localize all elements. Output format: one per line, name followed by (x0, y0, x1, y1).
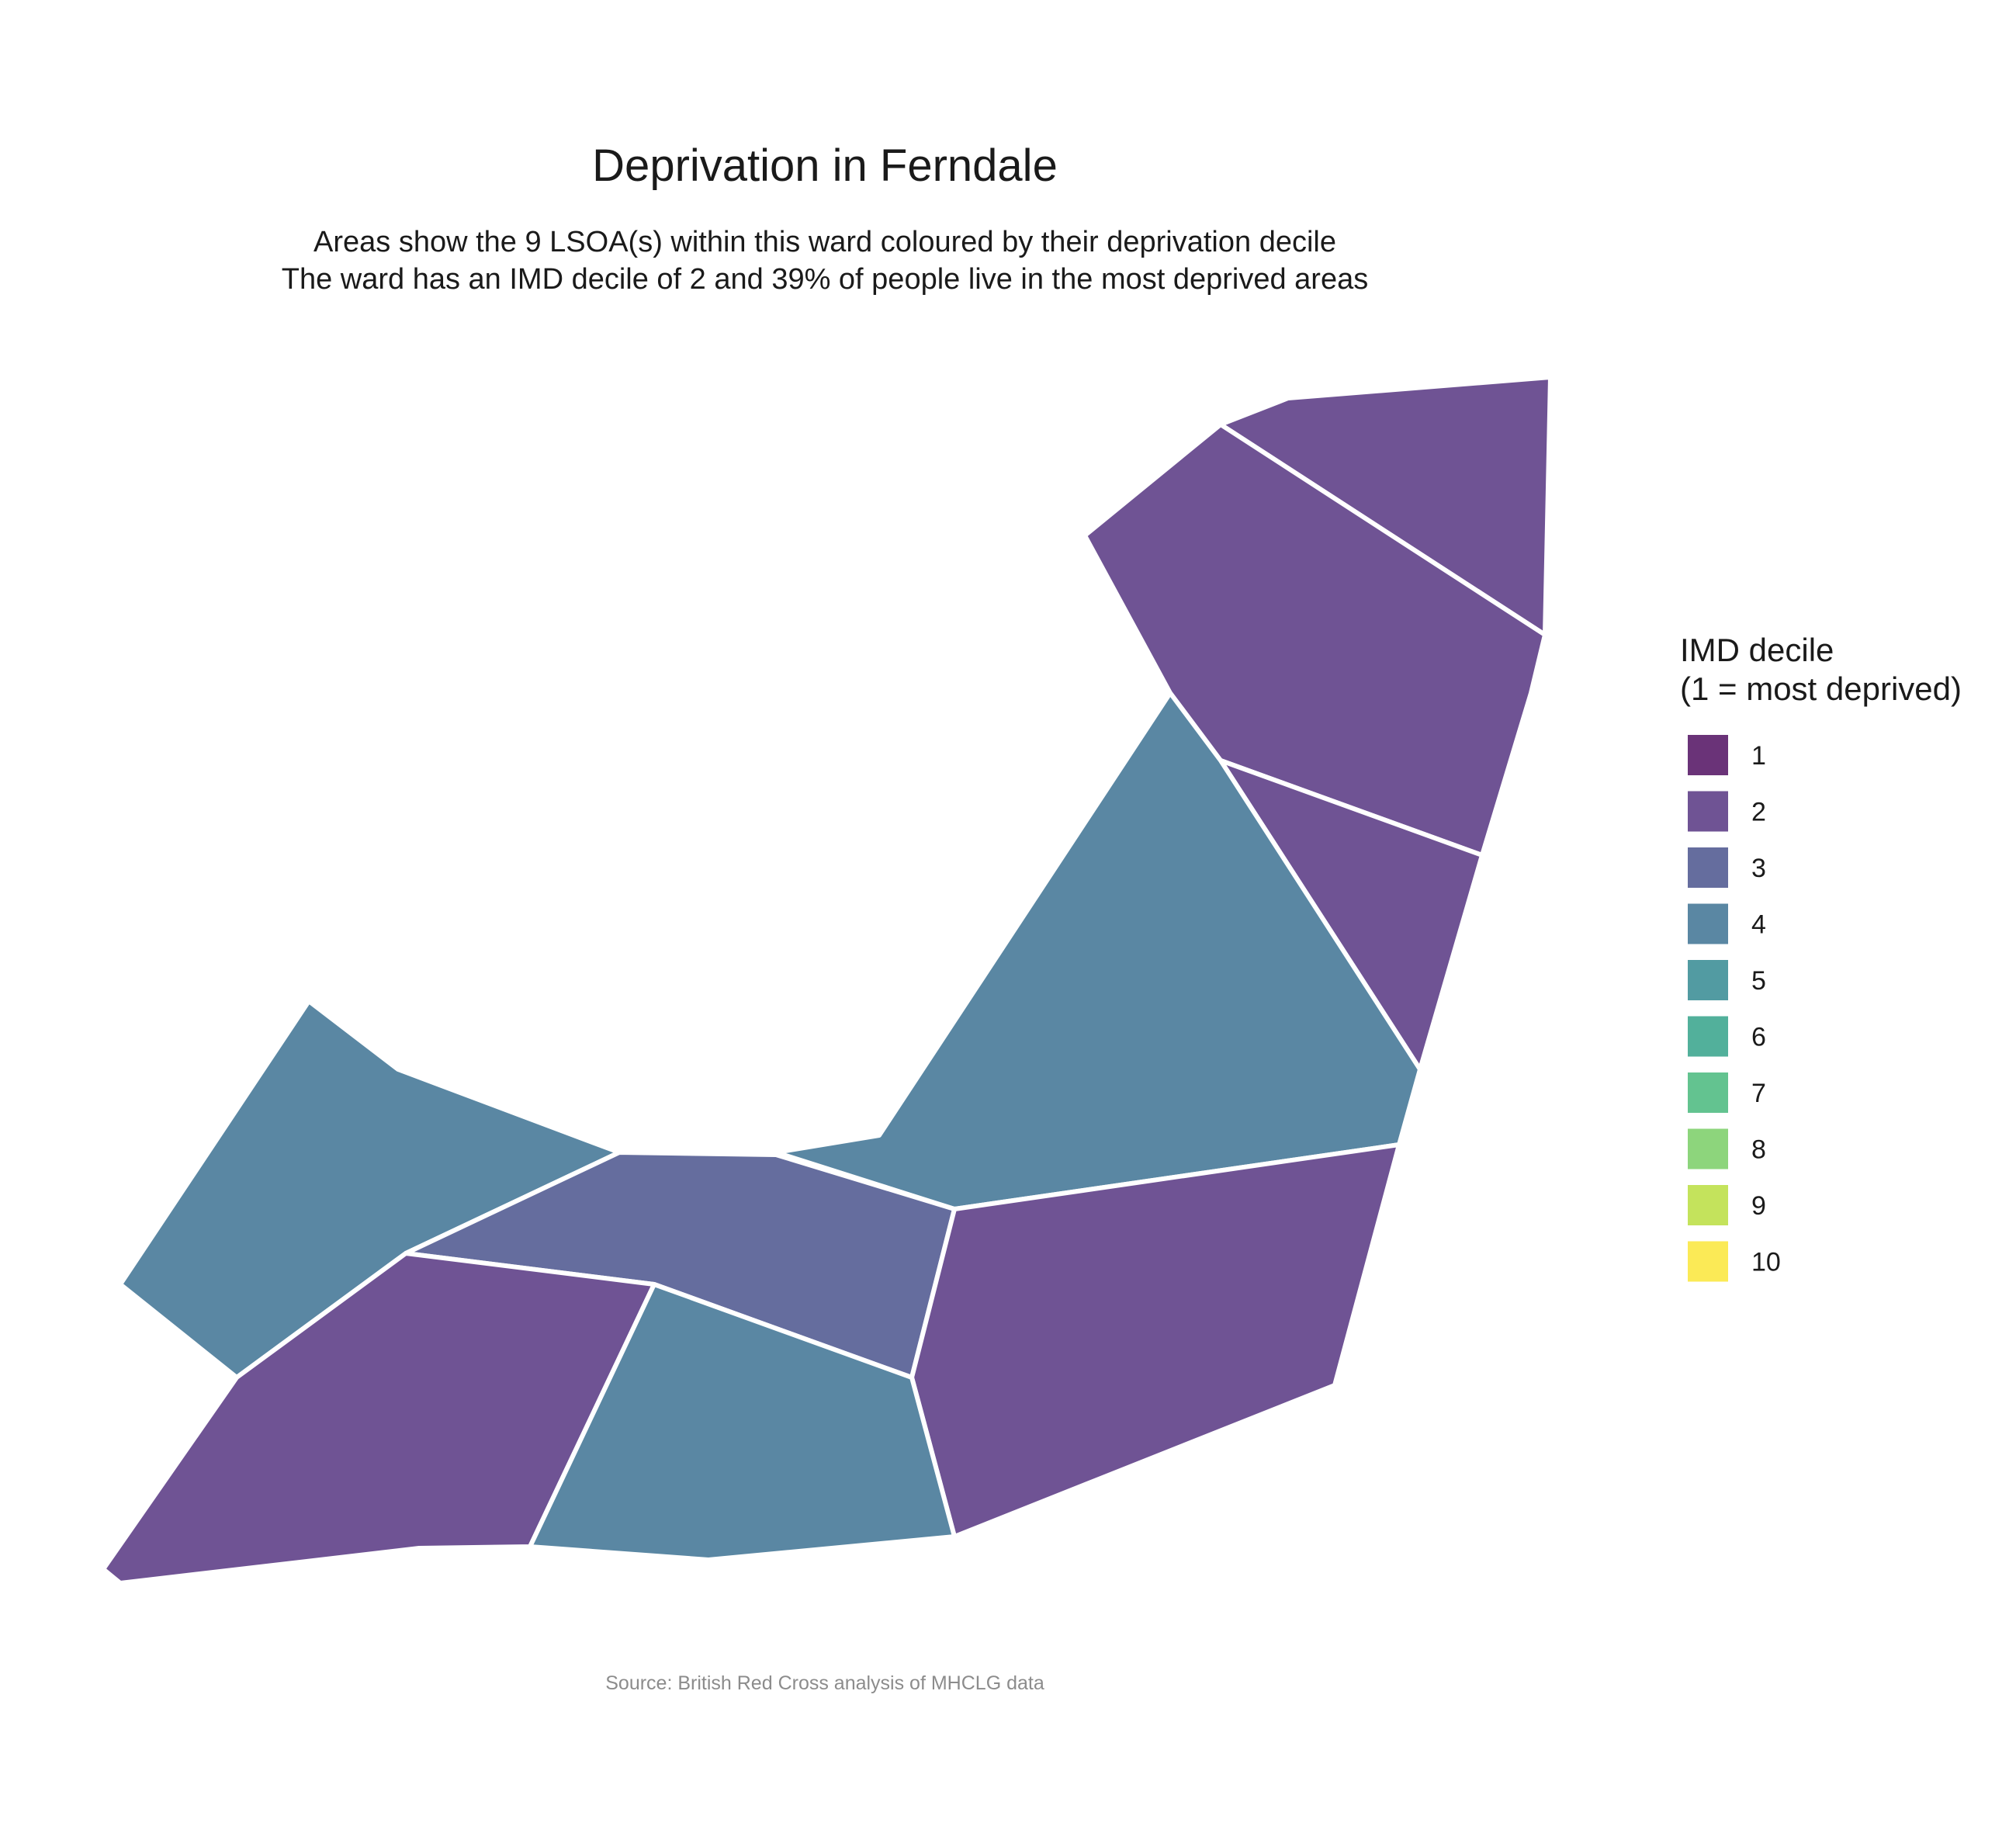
legend-swatch-3 (1688, 847, 1728, 888)
legend-swatch-2 (1688, 791, 1728, 832)
lsoa-area (909, 1142, 1401, 1539)
map-subtitle-line-1: Areas show the 9 LSOA(s) within this war… (313, 226, 1336, 258)
legend-label-1: 1 (1751, 741, 1766, 771)
lsoa-areas (101, 375, 1553, 1585)
legend-swatch-4 (1688, 903, 1728, 944)
legend: IMD decile (1 = most deprived) 1 2 3 4 5 6 7 8 9… (1680, 632, 1962, 1282)
legend-label-9: 9 (1751, 1191, 1766, 1221)
legend-label-8: 8 (1751, 1135, 1766, 1165)
legend-label-10: 10 (1751, 1248, 1781, 1277)
legend-swatch-6 (1688, 1016, 1728, 1057)
map-subtitle-line-2: The ward has an IMD decile of 2 and 39% … (282, 263, 1368, 296)
legend-swatch-9 (1688, 1185, 1728, 1225)
legend-label-4: 4 (1751, 910, 1766, 940)
legend-swatch-1 (1688, 735, 1728, 775)
legend-title-line-2: (1 = most deprived) (1680, 670, 1962, 707)
legend-entries: 1 2 3 4 5 6 7 8 9 10 (1688, 735, 1781, 1282)
legend-label-2: 2 (1751, 798, 1766, 827)
legend-title-line-1: IMD decile (1680, 632, 1834, 668)
legend-label-7: 7 (1751, 1079, 1766, 1108)
lsoa-area (528, 1282, 957, 1562)
legend-label-3: 3 (1751, 854, 1766, 883)
map-caption: Source: British Red Cross analysis of MH… (605, 1672, 1044, 1694)
legend-swatch-10 (1688, 1241, 1728, 1282)
map-title: Deprivation in Ferndale (592, 140, 1058, 191)
legend-swatch-8 (1688, 1128, 1728, 1169)
legend-swatch-7 (1688, 1072, 1728, 1113)
legend-label-6: 6 (1751, 1023, 1766, 1052)
legend-swatch-5 (1688, 960, 1728, 1000)
legend-label-5: 5 (1751, 966, 1766, 996)
